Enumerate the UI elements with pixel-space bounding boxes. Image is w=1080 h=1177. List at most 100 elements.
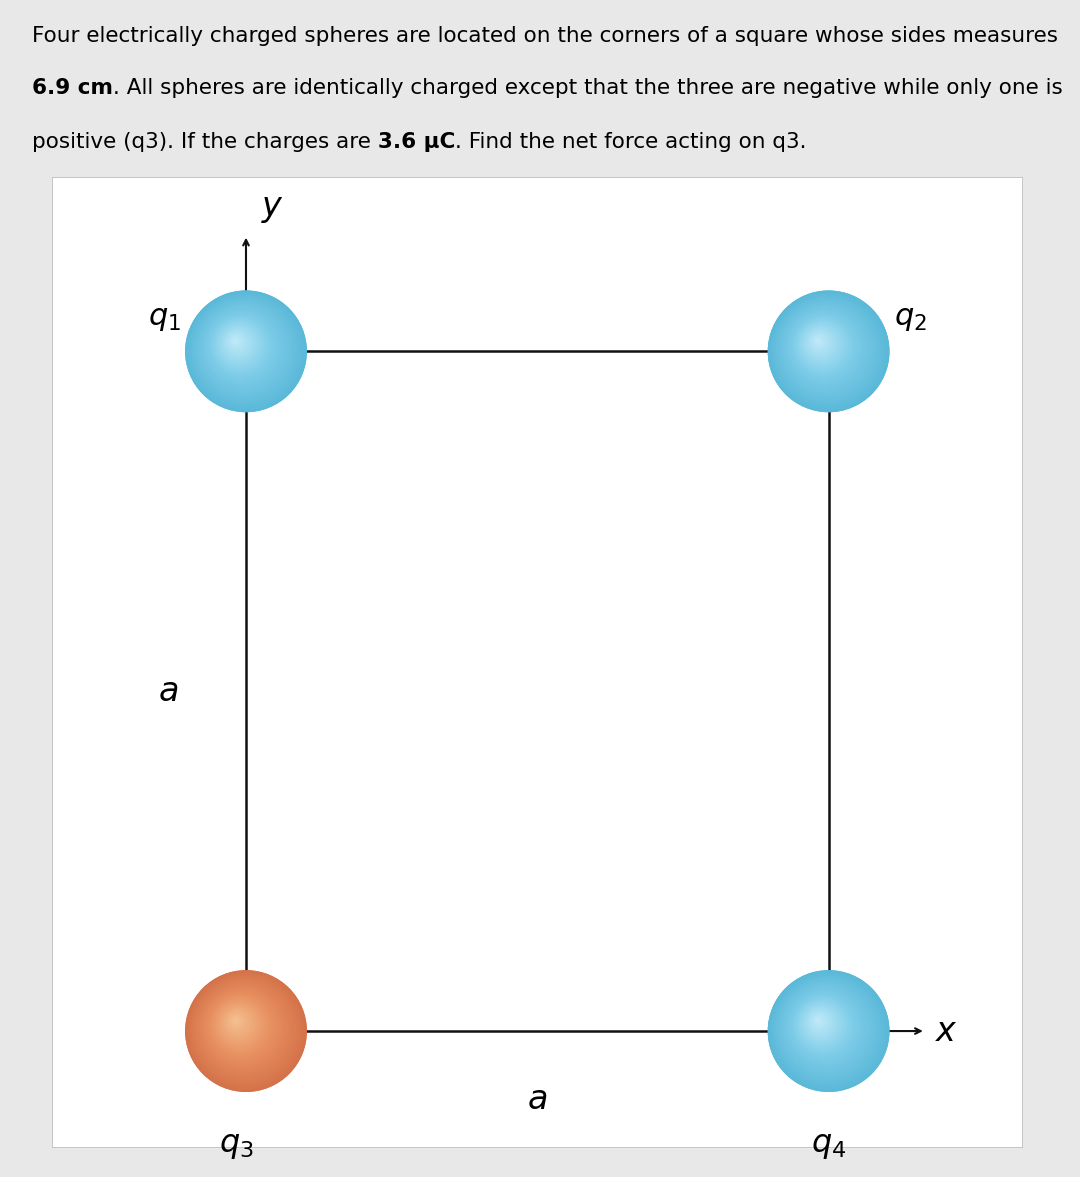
Circle shape	[200, 305, 286, 392]
Circle shape	[802, 326, 839, 361]
Circle shape	[799, 1002, 845, 1046]
Circle shape	[797, 320, 847, 370]
Circle shape	[214, 999, 266, 1050]
Circle shape	[189, 975, 301, 1086]
Text: 3.6 μC: 3.6 μC	[378, 132, 455, 152]
Circle shape	[784, 986, 866, 1069]
Circle shape	[227, 332, 246, 352]
Circle shape	[219, 325, 257, 363]
Circle shape	[188, 972, 303, 1089]
Circle shape	[225, 330, 251, 355]
Circle shape	[796, 318, 850, 372]
Text: Four electrically charged spheres are located on the corners of a square whose s: Four electrically charged spheres are lo…	[32, 27, 1058, 46]
Circle shape	[794, 997, 851, 1053]
Circle shape	[802, 1005, 839, 1042]
Circle shape	[800, 1003, 842, 1045]
Circle shape	[198, 304, 288, 394]
Circle shape	[210, 995, 272, 1057]
Circle shape	[188, 973, 302, 1088]
Circle shape	[198, 983, 289, 1075]
Circle shape	[208, 993, 273, 1058]
Circle shape	[783, 306, 867, 391]
Circle shape	[213, 998, 267, 1052]
Circle shape	[204, 990, 280, 1065]
Circle shape	[222, 327, 254, 359]
Circle shape	[810, 333, 828, 351]
Circle shape	[229, 334, 244, 350]
Circle shape	[794, 996, 852, 1055]
Circle shape	[187, 292, 305, 410]
Circle shape	[231, 1016, 241, 1026]
Circle shape	[809, 1011, 832, 1033]
Circle shape	[226, 1010, 249, 1035]
Circle shape	[205, 990, 279, 1064]
Circle shape	[798, 1002, 846, 1048]
Circle shape	[771, 294, 885, 407]
Circle shape	[210, 995, 271, 1057]
Circle shape	[192, 977, 297, 1083]
Circle shape	[193, 978, 296, 1080]
Circle shape	[193, 299, 296, 401]
Circle shape	[220, 326, 256, 361]
Circle shape	[191, 976, 299, 1084]
Circle shape	[811, 1013, 827, 1030]
Circle shape	[214, 319, 267, 372]
Circle shape	[204, 310, 280, 385]
Circle shape	[813, 337, 824, 347]
Circle shape	[234, 339, 237, 343]
Circle shape	[786, 989, 863, 1065]
Circle shape	[225, 1010, 251, 1036]
Circle shape	[197, 982, 292, 1076]
Circle shape	[774, 297, 881, 404]
Circle shape	[772, 976, 882, 1085]
Circle shape	[779, 982, 874, 1076]
Circle shape	[807, 1009, 834, 1036]
Circle shape	[214, 319, 266, 371]
Text: $a$: $a$	[527, 1083, 548, 1116]
Circle shape	[792, 995, 855, 1057]
Circle shape	[230, 1016, 242, 1028]
Circle shape	[780, 983, 872, 1075]
Circle shape	[798, 321, 846, 368]
Circle shape	[808, 331, 832, 354]
Circle shape	[779, 301, 875, 398]
Circle shape	[781, 304, 870, 393]
Circle shape	[772, 975, 883, 1086]
Circle shape	[801, 1004, 841, 1043]
Circle shape	[233, 1018, 238, 1023]
Circle shape	[800, 324, 842, 365]
Circle shape	[234, 1019, 237, 1022]
Circle shape	[199, 984, 287, 1072]
Circle shape	[788, 312, 860, 383]
Circle shape	[224, 328, 252, 358]
Circle shape	[221, 327, 255, 360]
Circle shape	[796, 998, 850, 1052]
Circle shape	[788, 311, 861, 384]
Circle shape	[192, 978, 296, 1082]
Circle shape	[809, 1011, 831, 1032]
Circle shape	[195, 301, 292, 398]
Circle shape	[798, 321, 847, 368]
Circle shape	[202, 986, 283, 1069]
Circle shape	[775, 978, 879, 1082]
Circle shape	[789, 992, 858, 1060]
Circle shape	[795, 997, 851, 1053]
Text: positive (q3). If the charges are: positive (q3). If the charges are	[32, 132, 378, 152]
Circle shape	[780, 302, 872, 394]
Circle shape	[770, 972, 887, 1089]
Circle shape	[201, 306, 285, 391]
Circle shape	[774, 298, 880, 403]
Circle shape	[780, 982, 873, 1076]
Circle shape	[198, 983, 288, 1073]
Circle shape	[804, 326, 838, 361]
Circle shape	[785, 988, 865, 1068]
Circle shape	[195, 300, 293, 398]
Circle shape	[816, 339, 820, 343]
Circle shape	[782, 305, 869, 392]
Circle shape	[213, 318, 268, 373]
Text: . Find the net force acting on q3.: . Find the net force acting on q3.	[455, 132, 807, 152]
Circle shape	[217, 1002, 261, 1046]
Circle shape	[226, 331, 249, 354]
FancyBboxPatch shape	[52, 177, 1023, 1148]
Circle shape	[220, 1005, 256, 1042]
